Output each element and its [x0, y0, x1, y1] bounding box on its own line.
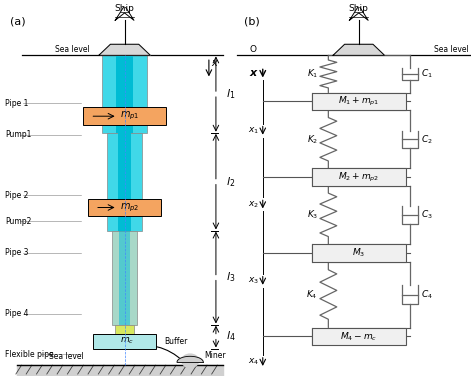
Text: $l_1$: $l_1$ — [226, 87, 236, 101]
Polygon shape — [99, 44, 150, 55]
Text: Buffer: Buffer — [164, 337, 188, 346]
Text: $x_3$: $x_3$ — [248, 276, 259, 286]
Text: $C_1$: $C_1$ — [420, 68, 432, 80]
Text: $K_3$: $K_3$ — [307, 208, 318, 221]
Text: $l_3$: $l_3$ — [226, 271, 236, 285]
Text: $C_4$: $C_4$ — [420, 288, 433, 301]
Bar — [312, 168, 406, 186]
Bar — [115, 324, 134, 349]
Bar — [88, 199, 161, 216]
Text: $l_2$: $l_2$ — [226, 175, 236, 189]
Text: Sea level: Sea level — [49, 352, 83, 362]
Text: $\boldsymbol{x}$: $\boldsymbol{x}$ — [249, 69, 259, 78]
Bar — [112, 230, 137, 324]
Polygon shape — [177, 356, 203, 362]
Bar — [312, 327, 406, 345]
Text: $C_3$: $C_3$ — [420, 208, 432, 221]
Bar — [312, 244, 406, 262]
Bar — [102, 55, 147, 133]
Bar — [118, 230, 130, 324]
Text: $m_{p2}$: $m_{p2}$ — [119, 201, 139, 214]
Polygon shape — [333, 44, 384, 55]
Bar — [107, 133, 142, 230]
Text: Miner: Miner — [204, 351, 226, 360]
Text: $M_1+m_{p1}$: $M_1+m_{p1}$ — [338, 95, 380, 108]
Text: Sea level: Sea level — [434, 44, 469, 53]
Text: $x$: $x$ — [211, 58, 219, 68]
Text: $x_2$: $x_2$ — [248, 199, 259, 210]
Circle shape — [182, 354, 199, 367]
Text: Ship: Ship — [115, 4, 135, 13]
Text: $K_2$: $K_2$ — [307, 133, 318, 146]
Text: $l_4$: $l_4$ — [226, 330, 236, 343]
Bar — [118, 133, 131, 230]
Text: $m_c$: $m_c$ — [120, 336, 134, 346]
Text: Ship: Ship — [349, 4, 369, 13]
Bar — [83, 107, 166, 125]
Bar — [93, 334, 156, 349]
Text: Flexible pipe: Flexible pipe — [5, 349, 54, 359]
Text: $M_2+m_{p2}$: $M_2+m_{p2}$ — [338, 171, 379, 183]
Text: Pump2: Pump2 — [5, 217, 31, 226]
Text: $K_1$: $K_1$ — [307, 68, 318, 80]
Text: Pump1: Pump1 — [5, 130, 31, 139]
Text: $M_3$: $M_3$ — [352, 246, 365, 259]
Text: $m_{p1}$: $m_{p1}$ — [119, 110, 139, 122]
Text: Sea level: Sea level — [55, 44, 90, 53]
Text: $x_4$: $x_4$ — [248, 357, 259, 367]
Text: Pipe 1: Pipe 1 — [5, 99, 28, 108]
Polygon shape — [17, 365, 223, 376]
Text: $K_4$: $K_4$ — [307, 288, 318, 301]
Text: (a): (a) — [10, 17, 26, 27]
Bar — [312, 92, 406, 110]
Text: (b): (b) — [244, 17, 260, 27]
Text: $C_2$: $C_2$ — [420, 133, 432, 146]
Text: $M_4-m_c$: $M_4-m_c$ — [340, 330, 377, 343]
Text: Pipe 3: Pipe 3 — [5, 248, 28, 257]
Bar — [116, 55, 133, 133]
Text: $x_1$: $x_1$ — [248, 125, 259, 136]
Text: O: O — [250, 45, 257, 54]
Text: O: O — [121, 45, 128, 54]
Text: Pipe 4: Pipe 4 — [5, 309, 28, 318]
Text: Pipe 2: Pipe 2 — [5, 191, 28, 200]
